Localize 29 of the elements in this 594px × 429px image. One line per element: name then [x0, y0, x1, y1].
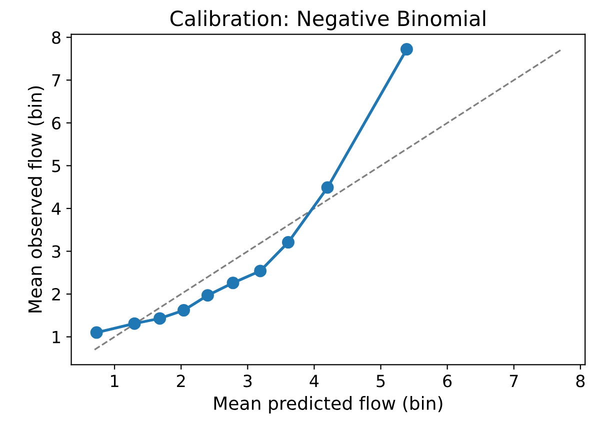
y-tick-label: 6	[52, 116, 61, 130]
point	[201, 289, 214, 302]
y-tick-label: 3	[52, 245, 60, 258]
point	[178, 304, 190, 317]
y-tick-label: 7	[52, 74, 60, 86]
point	[154, 312, 166, 325]
y-tick-label: 5	[52, 160, 60, 172]
x-tick-label: 4	[310, 374, 319, 388]
point	[282, 236, 294, 249]
x-tick-label: 8	[576, 374, 585, 388]
x-tick-label: 1	[111, 374, 118, 388]
y-tick-label: 8	[52, 31, 60, 44]
y-tick-label: 4	[52, 202, 61, 215]
x-tick-label: 5	[376, 374, 385, 388]
x-tick-label: 6	[443, 374, 452, 388]
x-tick-label: 2	[177, 374, 185, 388]
point	[226, 276, 240, 290]
point	[254, 264, 267, 278]
x-axis-title: Mean predicted flow (bin)	[214, 396, 442, 414]
chart-title: Calibration: Negative Binomial	[170, 10, 486, 30]
y-tick-label: 1	[52, 331, 60, 344]
y-tick-label: 2	[52, 288, 60, 300]
x-tick-label: 7	[510, 374, 518, 388]
point	[90, 326, 103, 339]
y-axis-title: Mean observed flow (bin)	[28, 86, 44, 312]
point	[400, 43, 413, 56]
x-tick-label: 3	[244, 374, 252, 388]
point	[321, 181, 334, 194]
point	[128, 317, 141, 330]
